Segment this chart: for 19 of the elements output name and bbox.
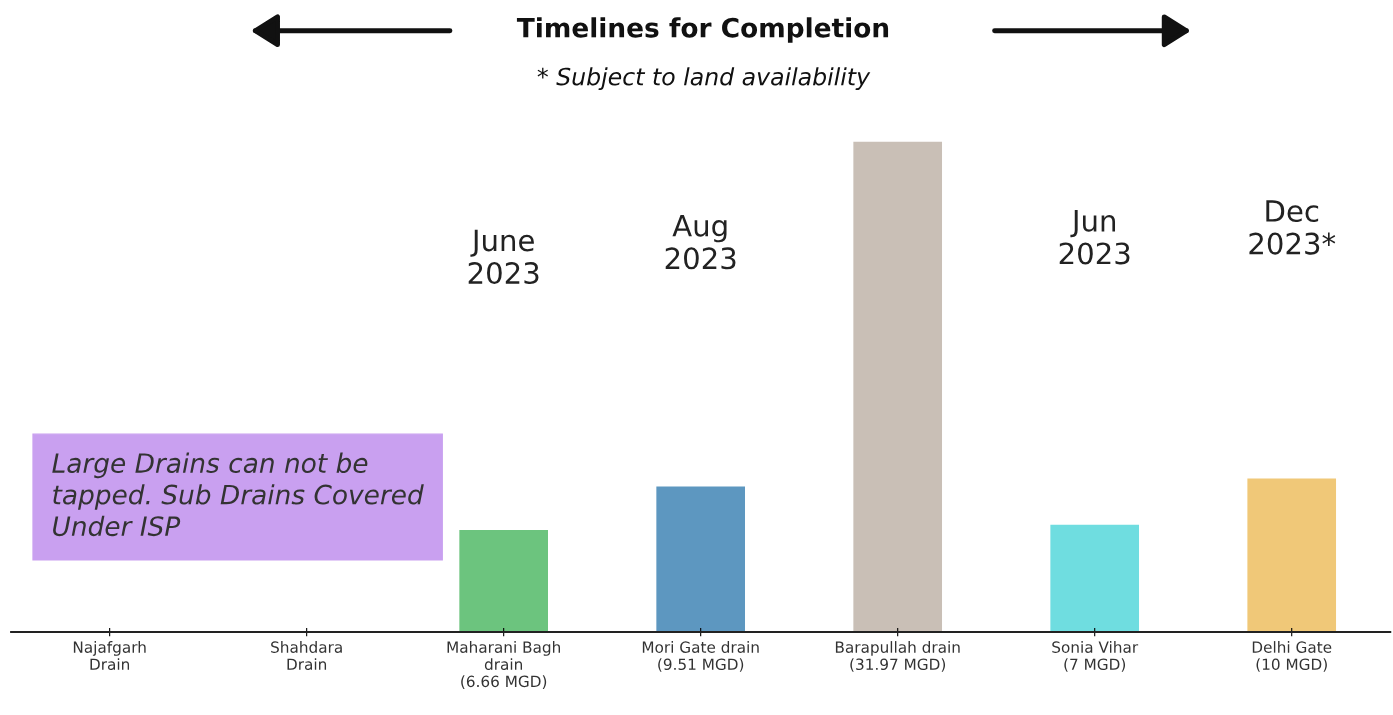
annotation: Aug 2023 <box>665 215 736 270</box>
bar <box>656 486 746 633</box>
bar <box>853 141 943 633</box>
chart-title: Timelines for Completion <box>516 17 889 43</box>
annotation: Jun 2023 <box>1059 210 1130 265</box>
x-tick-label: Shahdara Drain <box>271 641 342 671</box>
x-tick-label: Sonia Vihar (7 MGD) <box>1052 641 1139 672</box>
bar <box>1050 524 1140 633</box>
x-tick-label: Barapullah drain (31.97 MGD) <box>835 641 960 672</box>
x-tick-label: Delhi Gate (10 MGD) <box>1252 641 1332 672</box>
annotation: Large Drains can not be tapped. Sub Drains Covered Under ISP <box>52 452 424 537</box>
bar <box>459 530 548 633</box>
x-tick-label: Mori Gate drain (9.51 MGD) <box>642 641 759 672</box>
annotation: June 2023 <box>468 229 539 285</box>
annotation: Dec 2023* <box>1249 200 1336 255</box>
x-tick-label: Maharani Bagh drain (6.66 MGD) <box>447 641 560 689</box>
bar <box>1247 478 1337 633</box>
chart-subtitle: * Subject to land availability <box>537 67 871 91</box>
x-tick-label: Najafgarh Drain <box>73 641 146 671</box>
